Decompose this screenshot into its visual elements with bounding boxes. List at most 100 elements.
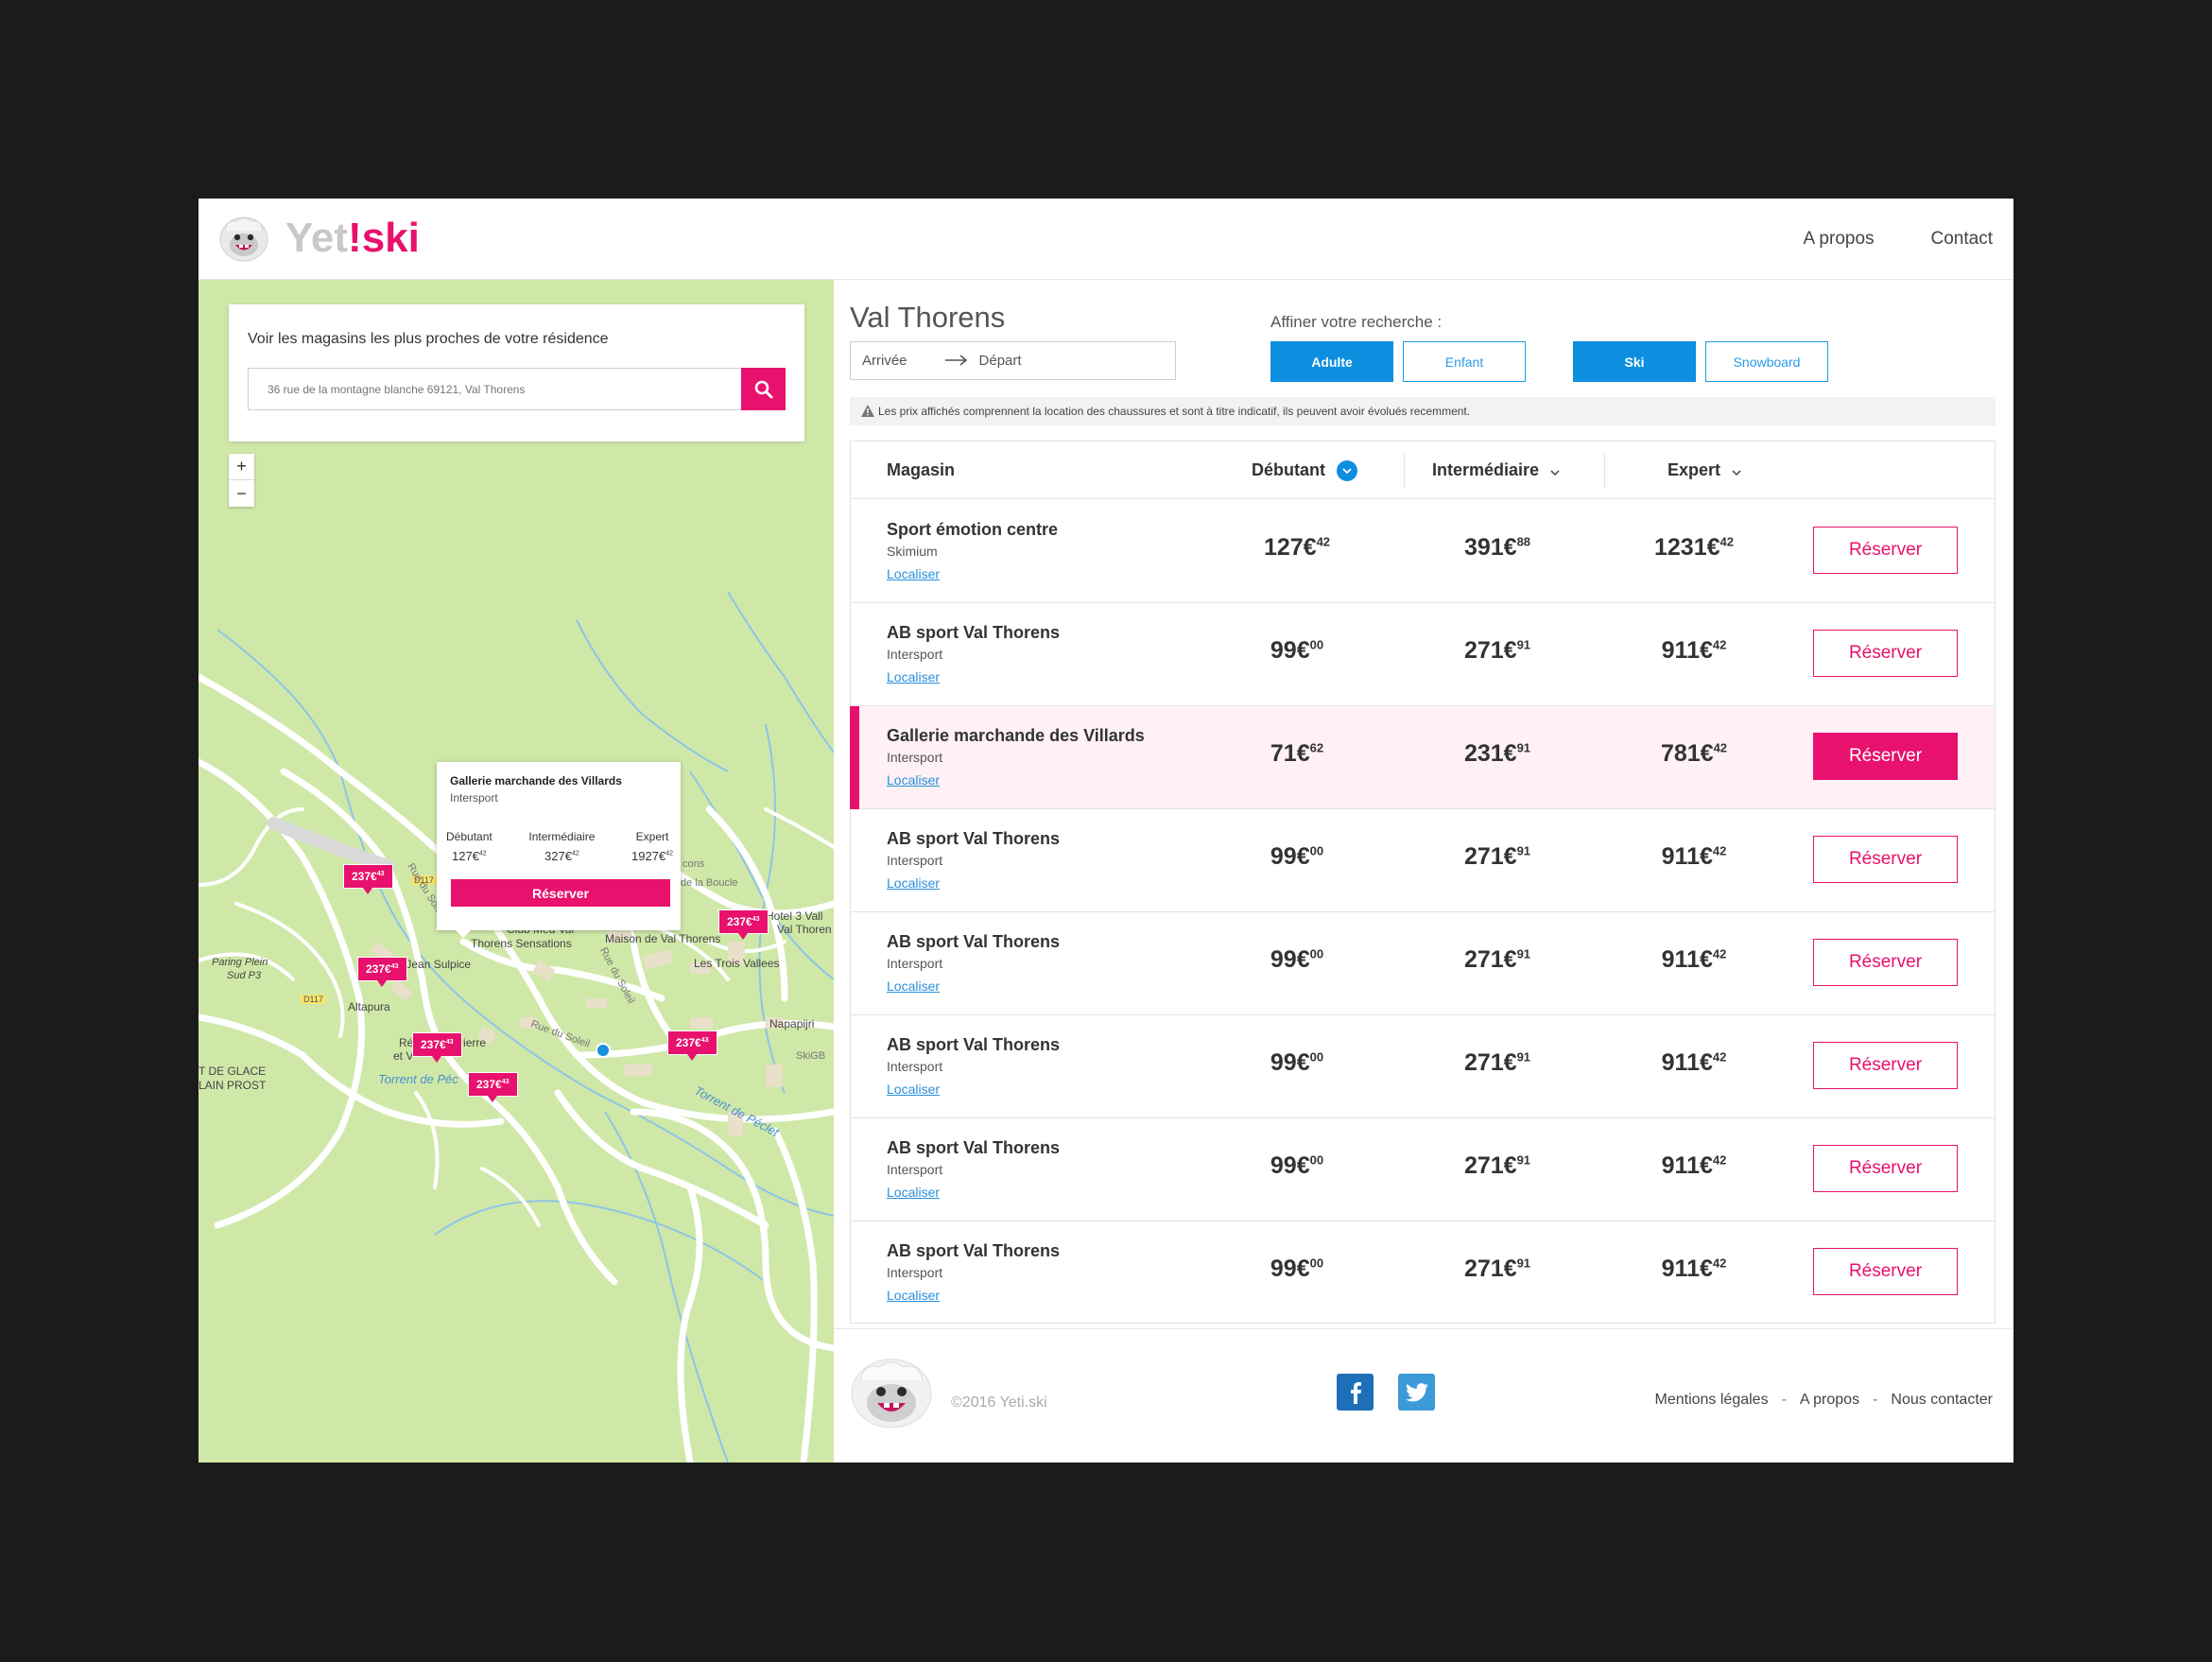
chevron-down-icon[interactable] — [1732, 460, 1741, 480]
footer-separator: - — [1873, 1392, 1878, 1408]
price-expert: 911€42 — [1618, 1255, 1770, 1283]
price-cents: 42 — [1712, 1255, 1727, 1271]
shop-brand: Intersport — [887, 1059, 943, 1074]
map-price-pin[interactable]: 237€43 — [468, 1072, 518, 1102]
popup-price-label: Expert — [635, 830, 669, 843]
map-label-altapura: Altapura — [348, 1000, 390, 1013]
popup-reserve-button[interactable]: Réserver — [451, 879, 670, 907]
zoom-out-button[interactable]: − — [236, 483, 247, 503]
map-panel[interactable]: Voir les magasins les plus proches de vo… — [199, 280, 834, 1463]
twitter-icon[interactable] — [1398, 1374, 1435, 1411]
logo[interactable]: Yet!ski — [217, 210, 420, 267]
popup-prices: Débutant 127€42 Intermédiaire 327€42 Exp… — [446, 830, 673, 863]
zoom-in-button[interactable]: + — [229, 454, 254, 480]
chevron-down-icon[interactable] — [1337, 459, 1357, 481]
facebook-icon[interactable] — [1337, 1374, 1374, 1411]
price-cents: 42 — [1712, 1152, 1727, 1168]
map-label-st-jean: nt Jean Sulpice — [393, 958, 472, 971]
filter-snowboard[interactable]: Snowboard — [1705, 341, 1828, 382]
locate-link[interactable]: Localiser — [887, 772, 941, 788]
reserve-button[interactable]: Réserver — [1813, 1248, 1958, 1295]
price-intermediate: 271€91 — [1422, 843, 1573, 871]
locate-link[interactable]: Localiser — [887, 566, 941, 581]
zoom-control: + − — [229, 454, 254, 507]
price-amount: 99€ — [1270, 637, 1310, 664]
price-cents: 91 — [1516, 946, 1531, 961]
price-intermediate: 271€91 — [1422, 1255, 1573, 1283]
map-shop-popup: Gallerie marchande des Villards Interspo… — [437, 762, 681, 938]
arrival-date[interactable]: Arrivée — [862, 353, 907, 369]
price-amount: 911€ — [1661, 1152, 1713, 1179]
logo-ski: ski — [361, 215, 420, 261]
logo-yeti: Yet — [285, 215, 349, 261]
map-price-pin[interactable]: 237€43 — [343, 864, 393, 894]
map-label-hotel-2: Val Thoren — [777, 923, 832, 936]
locate-link[interactable]: Localiser — [887, 669, 941, 684]
locate-link[interactable]: Localiser — [887, 1288, 941, 1303]
yeti-mascot-icon — [219, 216, 268, 262]
locate-link[interactable]: Localiser — [887, 978, 941, 994]
price-amount: 99€ — [1270, 1255, 1310, 1282]
reserve-button[interactable]: Réserver — [1813, 1042, 1958, 1089]
map-price-pin[interactable]: 237€43 — [718, 909, 769, 940]
pin-cents: 43 — [390, 963, 399, 970]
reserve-button[interactable]: Réserver — [1813, 527, 1958, 574]
reserve-button[interactable]: Réserver — [1813, 630, 1958, 677]
price-amount: 911€ — [1661, 1049, 1713, 1076]
price-intermediate: 271€91 — [1422, 1152, 1573, 1180]
column-intermediate[interactable]: Intermédiaire — [1432, 441, 1560, 499]
price-cents: 42 — [1712, 1049, 1727, 1065]
price-amount: 391€ — [1463, 534, 1517, 561]
popup-shop-brand: Intersport — [450, 791, 498, 805]
reserve-button[interactable]: Réserver — [1813, 836, 1958, 883]
price-cents: 00 — [1309, 946, 1324, 961]
price-beginner: 127€42 — [1221, 534, 1373, 562]
price-cents: 91 — [1516, 1152, 1531, 1168]
shop-brand: Intersport — [887, 956, 943, 971]
table-row: AB sport Val Thorens Intersport Localise… — [851, 1015, 1995, 1118]
reserve-button[interactable]: Réserver — [1813, 939, 1958, 986]
reserve-button[interactable]: Réserver — [1813, 1145, 1958, 1192]
price-expert: 911€42 — [1618, 946, 1770, 974]
locate-link[interactable]: Localiser — [887, 1185, 941, 1200]
shop-name: AB sport Val Thorens — [887, 1035, 1061, 1054]
column-shop: Magasin — [887, 441, 955, 499]
column-expert[interactable]: Expert — [1668, 441, 1741, 499]
price-cents: 00 — [1309, 1152, 1324, 1168]
departure-date[interactable]: Départ — [978, 353, 1022, 369]
price-intermediate: 391€88 — [1422, 534, 1573, 562]
chevron-down-icon[interactable] — [1550, 460, 1560, 480]
filter-enfant[interactable]: Enfant — [1403, 341, 1526, 382]
price-amount: 71€ — [1270, 740, 1310, 767]
price-amount: 781€ — [1660, 740, 1714, 767]
map-label-cons: cons — [683, 858, 705, 870]
search-button[interactable] — [741, 368, 786, 410]
date-range-field[interactable]: Arrivée Départ — [850, 341, 1176, 380]
map-price-pin[interactable]: 237€43 — [412, 1032, 462, 1063]
pin-cents: 43 — [700, 1037, 709, 1044]
footer-link-a-propos[interactable]: A propos — [1799, 1392, 1860, 1408]
price-cents: 91 — [1516, 1049, 1531, 1065]
reserve-button[interactable]: Réserver — [1813, 733, 1958, 780]
filter-adulte[interactable]: Adulte — [1270, 341, 1393, 382]
address-search-input[interactable] — [248, 368, 741, 410]
map-price-pin[interactable]: 237€43 — [357, 957, 407, 987]
locate-link[interactable]: Localiser — [887, 1082, 941, 1097]
copyright: ©2016 Yeti.ski — [951, 1394, 1047, 1411]
price-beginner: 99€00 — [1221, 1049, 1373, 1077]
nav-contact[interactable]: Contact — [1930, 229, 1993, 249]
filter-ski[interactable]: Ski — [1573, 341, 1696, 382]
price-beginner: 99€00 — [1221, 1255, 1373, 1283]
footer-link-mentions[interactable]: Mentions légales — [1654, 1392, 1769, 1408]
shop-brand: Intersport — [887, 1265, 943, 1280]
column-beginner[interactable]: Débutant — [1252, 441, 1357, 499]
table-row: Sport émotion centre Skimium Localiser 1… — [851, 500, 1995, 603]
logo-bang: ! — [348, 215, 362, 261]
map-price-pin[interactable]: 237€43 — [667, 1030, 717, 1061]
yeti-mascot-icon — [851, 1359, 932, 1428]
nav-a-propos[interactable]: A propos — [1803, 229, 1875, 249]
price-intermediate: 271€91 — [1422, 637, 1573, 665]
footer-link-contact[interactable]: Nous contacter — [1891, 1392, 1993, 1408]
locate-link[interactable]: Localiser — [887, 875, 941, 891]
price-expert: 911€42 — [1618, 1049, 1770, 1077]
